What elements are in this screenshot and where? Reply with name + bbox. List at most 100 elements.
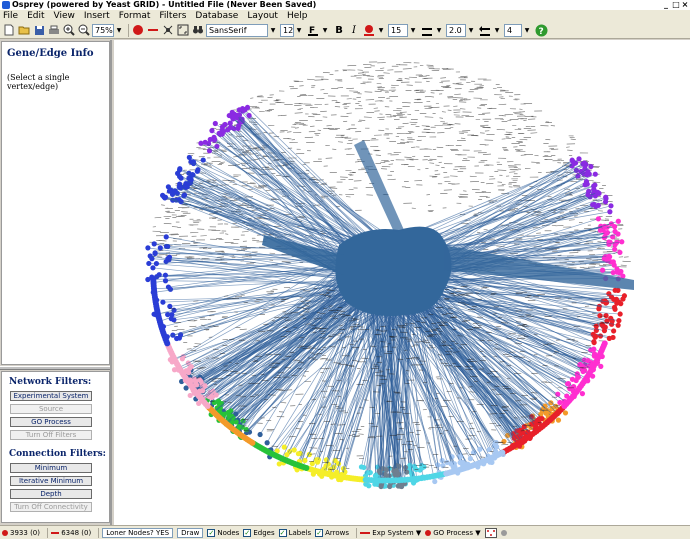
minimize-icon[interactable]: _	[664, 0, 668, 9]
find-binoculars-icon[interactable]	[191, 23, 205, 37]
nodes-checkbox[interactable]: ✓ Nodes	[207, 528, 240, 537]
exp-system-legend[interactable]: Exp System ▼	[360, 529, 421, 537]
labels-checkbox[interactable]: ✓ Labels	[278, 528, 312, 537]
hub-band-right[interactable]	[444, 245, 634, 290]
new-file-icon[interactable]	[2, 23, 16, 37]
zoom-out-icon[interactable]	[77, 23, 91, 37]
title-bar: Osprey (powered by Yeast GRID) - Untitle…	[0, 0, 690, 10]
node-selected-value: (0)	[30, 528, 40, 537]
node-string[interactable]	[443, 449, 506, 477]
font-name-dropdown-icon[interactable]: ▼	[270, 26, 276, 34]
menu-filters[interactable]: Filters	[159, 11, 187, 21]
nodes-checkbox-label: Nodes	[217, 528, 240, 537]
font-size-select[interactable]: 12	[280, 23, 294, 37]
node-string[interactable]	[362, 470, 450, 484]
arrow-style-icon[interactable]	[478, 23, 492, 37]
node-color-icon[interactable]	[362, 23, 376, 37]
line-tool-icon[interactable]	[146, 23, 160, 37]
hub-cluster[interactable]	[335, 226, 452, 317]
menu-bar: File Edit View Insert Format Filters Dat…	[0, 10, 690, 22]
font-size-dropdown-icon[interactable]: ▼	[296, 26, 302, 34]
arrows-checkbox-label: Arrows	[325, 528, 350, 537]
filters-panel: Network Filters: Experimental System Sou…	[1, 371, 110, 523]
font-color-dropdown-icon[interactable]: ▼	[322, 26, 328, 34]
status-indicator-icon	[500, 529, 509, 536]
line-width-select[interactable]: 2.0	[446, 23, 466, 37]
edges-checkbox[interactable]: ✓ Edges	[243, 528, 275, 537]
node-size-select[interactable]: 15	[388, 23, 408, 37]
turn-off-connectivity-button[interactable]: Turn Off Connectivity	[10, 502, 92, 512]
menu-database[interactable]: Database	[195, 11, 239, 21]
layout-grid-icon[interactable]	[484, 527, 497, 538]
status-bar: 3933 (0) 6348 (0) Loner Nodes? YES Draw …	[0, 525, 690, 539]
source-button[interactable]: Source	[10, 404, 92, 414]
edges-checkbox-label: Edges	[253, 528, 275, 537]
left-panel: Gene/Edge Info (Select a single vertex/e…	[0, 40, 112, 525]
zoom-in-icon[interactable]	[62, 23, 76, 37]
menu-file[interactable]: File	[3, 11, 19, 21]
node-string[interactable]	[150, 276, 171, 347]
panel-splitter[interactable]	[0, 366, 110, 370]
edge-color-icon[interactable]	[420, 23, 434, 37]
node-color-dropdown-icon[interactable]: ▼	[378, 26, 384, 34]
network-canvas[interactable]	[114, 40, 690, 525]
open-folder-icon[interactable]	[17, 23, 31, 37]
edge-selected-value: (0)	[81, 528, 92, 537]
italic-button[interactable]: I	[352, 24, 356, 36]
depth-button[interactable]: Depth	[10, 489, 92, 499]
arrows-check-icon[interactable]: ✓	[315, 528, 324, 537]
zoom-dropdown-icon[interactable]: ▼	[116, 26, 122, 34]
labels-checkbox-label: Labels	[288, 528, 312, 537]
menu-insert[interactable]: Insert	[83, 11, 110, 21]
edges-check-icon[interactable]: ✓	[243, 528, 252, 537]
minimum-button[interactable]: Minimum	[10, 463, 92, 473]
go-process-button[interactable]: GO Process	[10, 417, 92, 427]
iterative-minimum-button[interactable]: Iterative Minimum	[10, 476, 92, 486]
hub-band-left[interactable]	[262, 235, 344, 275]
edge-count-icon	[50, 531, 59, 534]
arrow-size-dropdown-icon[interactable]: ▼	[524, 26, 530, 34]
zoom-select[interactable]: 75%	[92, 23, 114, 37]
close-icon[interactable]: ×	[681, 0, 689, 9]
arrows-checkbox[interactable]: ✓ Arrows	[315, 528, 350, 537]
go-process-legend[interactable]: GO Process ▼	[425, 529, 481, 537]
menu-help[interactable]: Help	[286, 11, 308, 21]
print-icon[interactable]	[47, 23, 61, 37]
go-process-dot-icon	[425, 529, 432, 536]
help-icon[interactable]: ?	[534, 23, 548, 37]
nodes-check-icon[interactable]: ✓	[207, 528, 216, 537]
menu-edit[interactable]: Edit	[27, 11, 45, 21]
node-string[interactable]	[561, 340, 608, 410]
bold-button[interactable]: B	[335, 24, 343, 36]
menu-view[interactable]: View	[53, 11, 75, 21]
edge-color-dropdown-icon[interactable]: ▼	[436, 26, 442, 34]
hub-band-top[interactable]	[354, 140, 404, 232]
labels-check-icon[interactable]: ✓	[278, 528, 287, 537]
app-icon	[2, 1, 10, 9]
turn-off-filters-button[interactable]: Turn Off Filters	[10, 430, 92, 440]
fit-screen-icon[interactable]	[176, 23, 190, 37]
menu-format[interactable]: Format	[118, 11, 151, 21]
exp-system-label: Exp System	[372, 528, 414, 537]
connection-filters-title: Connection Filters:	[9, 449, 106, 459]
record-icon[interactable]	[131, 23, 145, 37]
loner-nodes-toggle[interactable]: Loner Nodes? YES	[102, 527, 174, 538]
font-name-select[interactable]: SansSerif	[206, 23, 268, 37]
save-icon[interactable]	[32, 23, 46, 37]
node-size-dropdown-icon[interactable]: ▼	[410, 26, 416, 34]
node-count-value: 3933	[10, 528, 28, 537]
line-width-dropdown-icon[interactable]: ▼	[468, 26, 474, 34]
menu-layout[interactable]: Layout	[247, 11, 278, 21]
font-color-icon[interactable]: F	[306, 23, 320, 37]
edge-count: 6348 (0)	[50, 528, 92, 537]
maximize-icon[interactable]: □	[672, 0, 680, 9]
label-cluster-lower[interactable]	[168, 285, 609, 471]
connect-tool-icon[interactable]	[161, 23, 175, 37]
network-graph[interactable]	[114, 40, 690, 525]
arrow-size-select[interactable]: 4	[504, 23, 522, 37]
experimental-system-button[interactable]: Experimental System	[10, 391, 92, 401]
node-count: 3933 (0)	[2, 529, 40, 537]
draw-select[interactable]: Draw	[177, 527, 204, 538]
node-count-icon	[2, 529, 8, 536]
arrow-style-dropdown-icon[interactable]: ▼	[494, 26, 500, 34]
